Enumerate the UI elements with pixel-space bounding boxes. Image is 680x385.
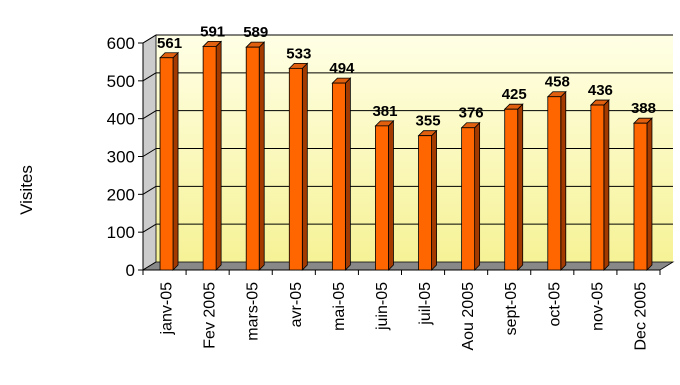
bar-side (172, 51, 179, 271)
y-tick-label: 600 (107, 34, 135, 53)
y-tick-label: 0 (126, 261, 135, 280)
data-label: 388 (631, 100, 656, 117)
data-label: 494 (329, 60, 355, 77)
y-tick-label: 200 (107, 185, 135, 204)
bar-side (215, 40, 222, 271)
bar-front (202, 46, 217, 271)
x-tick-label: avr-05 (288, 282, 305, 327)
gridline-side (142, 34, 157, 44)
y-tick-label: 500 (107, 72, 135, 91)
y-tick-label: 100 (107, 223, 135, 242)
bar (546, 90, 567, 271)
gridline-side (142, 110, 157, 120)
y-axis-title: Visites (17, 165, 36, 215)
bar (632, 117, 653, 271)
bar-side (344, 77, 351, 271)
x-tick-label: janv-05 (159, 282, 176, 336)
gridline-side (142, 72, 157, 82)
data-label: 458 (545, 74, 570, 91)
data-label: 589 (243, 24, 268, 41)
bar-side (603, 99, 610, 271)
data-label: 355 (416, 113, 441, 130)
x-tick-label: oct-05 (546, 282, 563, 327)
gridline-side (142, 148, 157, 157)
x-tick-label: juin-05 (374, 282, 391, 331)
bar (460, 121, 481, 271)
data-label: 561 (157, 35, 182, 52)
y-tick-label: 400 (107, 110, 135, 129)
x-tick-label: Dec 2005 (632, 282, 649, 351)
bar-front (461, 127, 476, 271)
gridline-side (142, 185, 157, 195)
data-label: 381 (372, 103, 397, 120)
x-tick-label: mai-05 (331, 282, 348, 331)
y-tick-label: 300 (107, 148, 135, 167)
bar (417, 129, 438, 271)
bar (202, 40, 223, 271)
bar-front (590, 104, 605, 271)
bar-front (375, 125, 389, 271)
x-tick-label: sept-05 (503, 282, 520, 335)
x-tick-label: mars-05 (245, 282, 262, 341)
bar (589, 99, 610, 271)
bar (159, 51, 180, 271)
bar-front (159, 57, 174, 271)
data-label: 533 (286, 45, 311, 62)
bar-side (646, 117, 653, 271)
bar-front (331, 82, 346, 271)
bar-side (388, 119, 394, 271)
bar-front (245, 46, 260, 271)
bar-front (633, 122, 648, 271)
bar (288, 62, 309, 271)
bar (374, 119, 395, 271)
data-label: 436 (588, 82, 613, 99)
data-label: 376 (459, 105, 484, 122)
x-tick-label: Aou 2005 (460, 282, 477, 351)
bar-side (474, 121, 481, 271)
x-tick-label: Fev 2005 (202, 282, 219, 349)
bar-front (504, 108, 519, 271)
bar (331, 77, 352, 271)
bar-side (517, 103, 524, 271)
bar-front (547, 96, 562, 271)
data-label: 591 (200, 23, 225, 40)
x-tick-label: juil-05 (417, 282, 434, 326)
bar-side (301, 62, 308, 271)
bar-side (258, 41, 265, 271)
bar (245, 41, 266, 271)
bar-side (431, 129, 437, 271)
bar (503, 103, 524, 271)
bar-front (418, 135, 432, 271)
x-tick-label: nov-05 (589, 282, 606, 331)
bar-side (560, 90, 567, 271)
data-label: 425 (502, 86, 527, 103)
gridline-side (142, 223, 157, 233)
bar-front (288, 67, 303, 271)
